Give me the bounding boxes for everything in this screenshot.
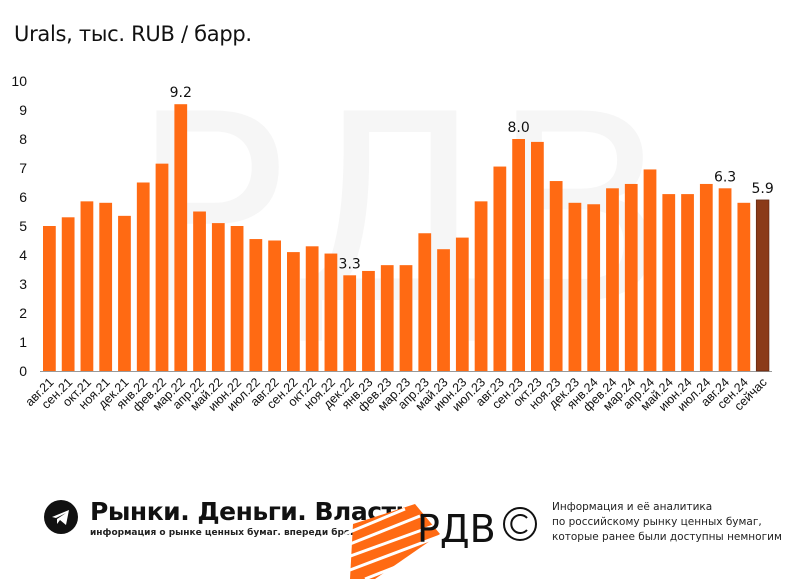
y-tick-label: 2 [19,305,27,321]
y-tick-label: 8 [19,131,27,147]
info-line: по российскому рынку ценных бумаг, [552,516,762,528]
bar [211,223,225,371]
bar [155,163,169,371]
bar [587,204,601,371]
info-line: Информация и её аналитика [552,501,713,513]
bar [474,201,488,371]
bar [193,211,206,371]
bar [606,188,619,371]
y-tick-label: 9 [19,102,27,118]
bar [437,249,450,371]
data-label: 6.3 [714,169,736,185]
rdv-logo: РДВ [344,494,545,581]
bar-chart: РДВ012345678910авг.21сен.21окт.21ноя.21д… [11,73,773,414]
bar [343,275,357,371]
data-label: 5.9 [751,181,773,197]
logo-text: РДВ [417,507,496,551]
bar [418,233,432,371]
bar [455,237,469,371]
y-tick-label: 10 [11,73,27,89]
data-label: 9.2 [170,85,192,101]
y-tick-label: 6 [19,189,27,205]
bar [531,141,544,371]
bar [493,166,507,371]
data-label: 8.0 [507,120,529,136]
bar [549,181,563,371]
bar [99,202,113,371]
bar [662,194,676,371]
bar [305,246,319,371]
bar [230,226,244,371]
y-tick-label: 1 [19,334,27,350]
y-tick-label: 3 [19,276,27,292]
bar [174,104,188,371]
bar [380,265,394,371]
logo-stripes [344,504,442,581]
bar [118,215,131,371]
bar [136,182,150,371]
brand-subtitle: информация о рынке ценных бумаг. впереди… [90,528,434,538]
bar [568,202,582,371]
bar [287,252,300,371]
info-line: которые ранее были доступны немногим [552,531,782,543]
bar [324,253,338,371]
chart-title: Urals, тыс. RUB / барр. [14,22,252,46]
bar [399,265,413,371]
y-tick-label: 4 [19,247,27,263]
bar [362,270,375,371]
bar [61,217,75,371]
data-label: 3.3 [339,256,361,272]
bar [643,169,657,371]
bar [737,202,751,371]
bar [268,240,281,371]
info-text: Информация и её аналитика по российскому… [552,500,782,545]
bar [681,194,694,371]
y-tick-label: 0 [19,363,27,379]
telegram-icon[interactable] [44,500,78,534]
bar [755,199,770,372]
bar [718,188,732,371]
bar [80,201,94,371]
y-tick-label: 5 [19,218,27,234]
copyright-icon [503,507,537,541]
y-tick-label: 7 [19,160,27,176]
bar [249,239,263,371]
bar [43,226,56,371]
bar [512,139,525,371]
bar [699,183,713,371]
bar [624,183,638,371]
